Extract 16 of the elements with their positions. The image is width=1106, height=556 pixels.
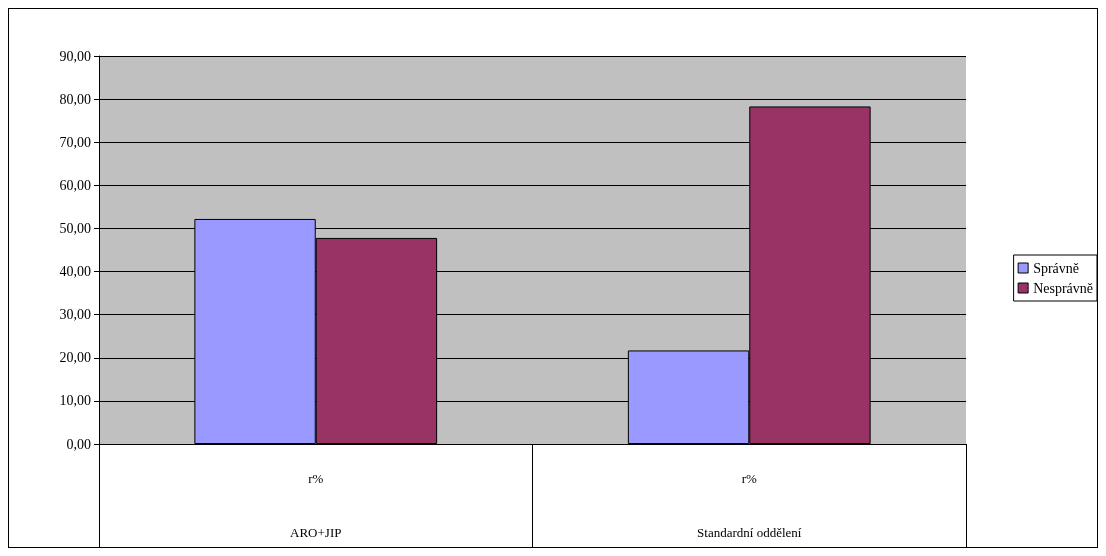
legend-label: Nesprávně <box>1033 280 1094 296</box>
y-tick-label: 70,00 <box>59 134 91 150</box>
y-tick-label: 10,00 <box>59 393 91 409</box>
x-tick-label: r% <box>308 471 324 486</box>
y-tick-label: 50,00 <box>59 220 91 236</box>
x-tick-label: r% <box>741 471 757 486</box>
y-tick-label: 0,00 <box>66 436 91 452</box>
y-tick-label: 40,00 <box>59 264 91 280</box>
legend-label: Správně <box>1033 260 1080 276</box>
y-tick-label: 20,00 <box>59 350 91 366</box>
y-tick-label: 60,00 <box>59 177 91 193</box>
text: ARO+JIP <box>290 525 342 540</box>
text: Standardní oddělení <box>697 525 802 540</box>
y-tick-label: 30,00 <box>59 307 91 323</box>
y-tick-label: 90,00 <box>59 48 91 64</box>
y-tick-label: 80,00 <box>59 91 91 107</box>
